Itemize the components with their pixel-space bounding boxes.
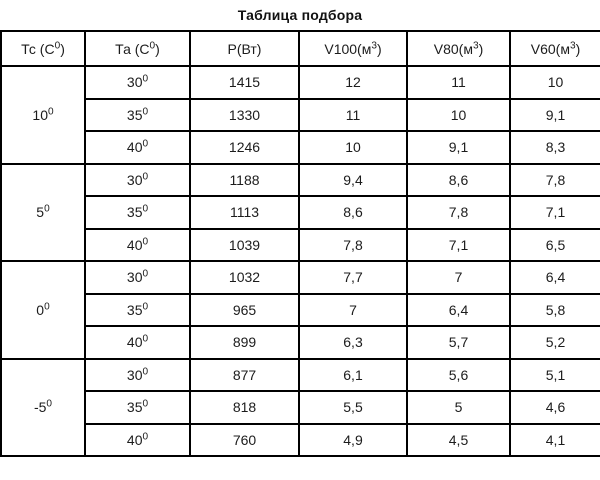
table-row: 350 1113 8,6 7,8 7,1 — [1, 195, 600, 230]
cell-v100: 5,5 — [298, 390, 408, 425]
cell-v80: 5,7 — [406, 325, 511, 360]
cell-ta: 400 — [84, 325, 191, 360]
cell-v80: 7,1 — [406, 227, 511, 262]
cell-v80: 10 — [406, 97, 511, 132]
cell-v100: 6,1 — [298, 357, 408, 392]
cell-p: 1330 — [189, 97, 300, 132]
cell-v100: 6,3 — [298, 325, 408, 360]
column-header-ta: Та (С0) — [84, 30, 191, 67]
cell-v60: 5,2 — [509, 325, 600, 360]
table-row: 350 1330 11 10 9,1 — [1, 97, 600, 132]
cell-ta: 400 — [84, 130, 191, 165]
cell-tc: 00 — [0, 260, 86, 360]
column-header-v60: V60(м3) — [509, 30, 600, 67]
cell-ta: 300 — [84, 260, 191, 295]
cell-p: 1113 — [189, 195, 300, 230]
page-title: Таблица подбора — [237, 7, 363, 23]
cell-v60: 6,5 — [509, 227, 600, 262]
cell-p: 1032 — [189, 260, 300, 295]
cell-p: 899 — [189, 325, 300, 360]
cell-p: 1246 — [189, 130, 300, 165]
header-row: Тс (С0) Та (С0) Р(Вт) V100(м3) V80(м3) V… — [0, 30, 600, 67]
cell-v100: 7,7 — [298, 260, 408, 295]
cell-v100: 9,4 — [298, 162, 408, 197]
cell-p: 1188 — [189, 162, 300, 197]
cell-v80: 5,6 — [406, 357, 511, 392]
cell-tc: 50 — [0, 162, 86, 262]
cell-ta: 400 — [84, 422, 191, 457]
cell-v60: 5,8 — [509, 292, 600, 327]
cell-p: 760 — [189, 422, 300, 457]
cell-v60: 7,8 — [509, 162, 600, 197]
cell-v100: 7,8 — [298, 227, 408, 262]
cell-tc: -50 — [0, 357, 86, 457]
table-row: 400 760 4,9 4,5 4,1 — [1, 422, 600, 457]
table-row: 350 965 7 6,4 5,8 — [1, 292, 600, 327]
table-row: 350 818 5,5 5 4,6 — [1, 390, 600, 425]
table-row: 400 1039 7,8 7,1 6,5 — [1, 227, 600, 262]
column-header-v100: V100(м3) — [298, 30, 408, 67]
cell-v100: 10 — [298, 130, 408, 165]
cell-ta: 350 — [84, 292, 191, 327]
cell-ta: 300 — [84, 357, 191, 392]
cell-v60: 5,1 — [509, 357, 600, 392]
column-header-tc: Тс (С0) — [0, 30, 86, 67]
cell-v80: 8,6 — [406, 162, 511, 197]
cell-p: 1415 — [189, 65, 300, 100]
table-row: 400 1246 10 9,1 8,3 — [1, 130, 600, 165]
table-row: -50 300 877 6,1 5,6 5,1 — [0, 357, 600, 457]
cell-v100: 12 — [298, 65, 408, 100]
cell-v100: 8,6 — [298, 195, 408, 230]
selection-table: Тс (С0) Та (С0) Р(Вт) V100(м3) V80(м3) V… — [0, 30, 600, 457]
table-row: 50 300 1188 9,4 8,6 7,8 — [0, 162, 600, 262]
table-row: 100 300 1415 12 11 10 — [0, 65, 600, 165]
table-row: 00 300 1032 7,7 7 6,4 — [0, 260, 600, 360]
cell-ta: 300 — [84, 65, 191, 100]
cell-ta: 350 — [84, 390, 191, 425]
cell-v60: 8,3 — [509, 130, 600, 165]
cell-v60: 10 — [509, 65, 600, 100]
cell-v80: 4,5 — [406, 422, 511, 457]
cell-v100: 7 — [298, 292, 408, 327]
cell-v100: 11 — [298, 97, 408, 132]
cell-v60: 6,4 — [509, 260, 600, 295]
column-header-p: Р(Вт) — [189, 30, 300, 67]
cell-ta: 350 — [84, 97, 191, 132]
column-header-v80: V80(м3) — [406, 30, 511, 67]
cell-p: 877 — [189, 357, 300, 392]
cell-p: 965 — [189, 292, 300, 327]
cell-v80: 7 — [406, 260, 511, 295]
cell-v60: 9,1 — [509, 97, 600, 132]
cell-ta: 300 — [84, 162, 191, 197]
cell-ta: 350 — [84, 195, 191, 230]
cell-v100: 4,9 — [298, 422, 408, 457]
cell-tc: 100 — [0, 65, 86, 165]
cell-v80: 5 — [406, 390, 511, 425]
cell-v80: 6,4 — [406, 292, 511, 327]
cell-v60: 4,1 — [509, 422, 600, 457]
cell-p: 1039 — [189, 227, 300, 262]
cell-v80: 9,1 — [406, 130, 511, 165]
cell-v60: 4,6 — [509, 390, 600, 425]
cell-ta: 400 — [84, 227, 191, 262]
table-row: 400 899 6,3 5,7 5,2 — [1, 325, 600, 360]
cell-v80: 7,8 — [406, 195, 511, 230]
cell-p: 818 — [189, 390, 300, 425]
cell-v60: 7,1 — [509, 195, 600, 230]
cell-v80: 11 — [406, 65, 511, 100]
